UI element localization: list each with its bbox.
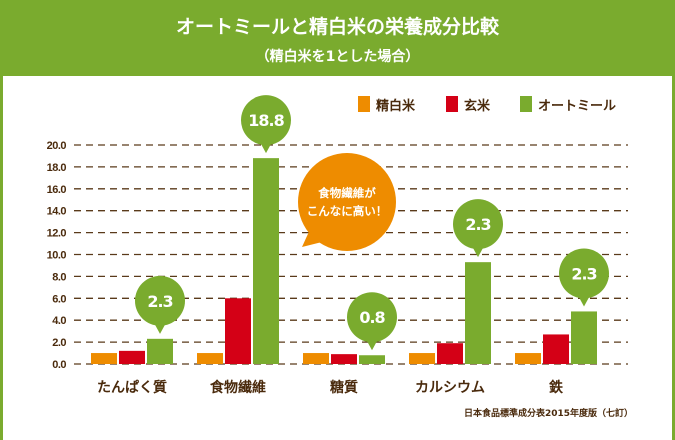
legend-swatch (520, 96, 532, 112)
bubble-label: 2.3 (147, 292, 172, 311)
value-bubble (135, 275, 185, 326)
bar (515, 353, 541, 364)
bubble-label: 18.8 (248, 111, 284, 130)
bar (437, 343, 463, 364)
callout-pointer (302, 225, 330, 247)
bubble-pointer (472, 246, 484, 258)
bubble-label: 2.3 (465, 215, 490, 234)
legend-swatch (446, 96, 458, 112)
legend-label: 玄米 (464, 98, 491, 114)
y-tick-label: 14.0 (47, 206, 67, 218)
bar (147, 338, 173, 364)
x-tick-label: 鉄 (549, 379, 564, 396)
legend-label: 精白米 (376, 98, 416, 114)
x-tick-label: たんぱく質 (97, 379, 167, 396)
bar (331, 354, 357, 364)
y-tick-label: 12.0 (47, 228, 67, 240)
bar (359, 355, 385, 364)
bar (465, 262, 491, 364)
y-tick-label: 18.0 (47, 162, 67, 174)
bar (571, 311, 597, 364)
chart-title: オートミールと精白米の栄養成分比較 (175, 16, 499, 38)
y-tick-label: 4.0 (52, 315, 66, 327)
x-tick-label: 食物繊維 (210, 379, 266, 396)
bar (91, 353, 117, 364)
source-note: 日本食品標準成分表2015年度版（七訂） (464, 407, 633, 419)
bar (303, 353, 329, 364)
chart-subtitle: （精白米を1とした場合） (255, 49, 420, 65)
y-tick-label: 10.0 (47, 250, 67, 262)
bar (409, 353, 435, 364)
legend-label: オートミール (538, 99, 616, 114)
y-tick-label: 0.0 (52, 359, 66, 371)
bubble-pointer (260, 142, 272, 154)
y-tick-label: 16.0 (47, 184, 67, 196)
callout-text: 食物繊維が (318, 186, 376, 200)
bar (543, 334, 569, 364)
value-bubble (453, 199, 503, 250)
header: オートミールと精白米の栄養成分比較 （精白米を1とした場合） (0, 0, 675, 76)
bubble-label: 0.8 (359, 308, 385, 327)
chart-panel (3, 76, 672, 440)
x-tick-label: カルシウム (415, 380, 485, 396)
callout-bubble (298, 153, 396, 251)
callout-text: こんなに高い！ (307, 204, 388, 218)
bubble-label: 2.3 (571, 264, 596, 283)
value-bubble (241, 95, 291, 146)
y-tick-label: 6.0 (52, 293, 66, 305)
value-bubble (559, 248, 609, 299)
y-tick-label: 2.0 (52, 337, 66, 349)
legend-swatch (358, 96, 370, 112)
bar (119, 350, 145, 364)
bubble-pointer (154, 322, 166, 334)
bubble-pointer (366, 339, 378, 351)
bar (253, 158, 279, 364)
bubble-pointer (578, 295, 590, 307)
bar (225, 298, 251, 364)
y-tick-label: 20.0 (47, 140, 67, 152)
x-tick-label: 糖質 (330, 379, 358, 396)
bar (197, 353, 223, 364)
value-bubble (347, 292, 397, 343)
y-tick-label: 8.0 (52, 271, 66, 283)
